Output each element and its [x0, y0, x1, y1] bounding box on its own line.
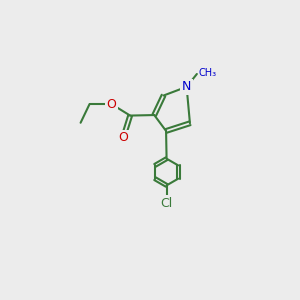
Text: O: O	[106, 98, 116, 110]
Text: Cl: Cl	[160, 197, 173, 210]
Text: O: O	[118, 131, 128, 144]
Text: N: N	[182, 80, 191, 93]
Text: CH₃: CH₃	[198, 68, 217, 78]
